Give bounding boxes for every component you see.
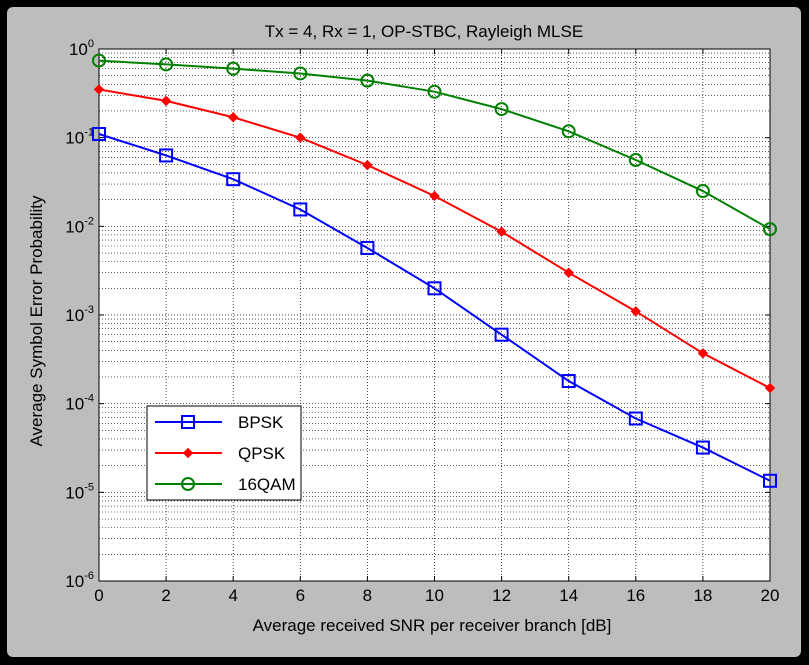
square-marker: [494, 327, 509, 342]
y-tick-label: 10-1: [65, 127, 94, 148]
series-16qam: [92, 53, 777, 237]
y-tick-exponent: -6: [84, 570, 94, 582]
diamond-marker: [362, 159, 373, 171]
circle-marker: [92, 53, 106, 68]
y-tick-exponent: 0: [88, 38, 94, 50]
y-tick-exponent: -2: [84, 215, 94, 227]
square-marker: [293, 202, 308, 217]
circle-marker: [181, 477, 195, 491]
circle-marker: [293, 66, 308, 81]
y-axis-label: Average Symbol Error Probability: [27, 195, 46, 447]
circle-marker: [494, 102, 509, 117]
y-tick-label: 10-3: [65, 304, 94, 325]
square-marker: [561, 374, 576, 389]
square-marker: [226, 172, 241, 187]
circle-marker: [763, 222, 777, 237]
square-marker: [92, 126, 106, 141]
y-tick-exponent: -3: [84, 304, 94, 316]
legend-label: 16QAM: [238, 475, 296, 494]
series-layer: [92, 53, 777, 488]
series-line: [98, 133, 771, 482]
x-tick-label: 10: [425, 586, 444, 605]
y-tick-base: 10: [65, 306, 84, 325]
x-ticks: 0 2 4 6 8 10 12 14 16 18 20: [94, 49, 779, 605]
series-line: [98, 59, 771, 230]
x-tick-label: 4: [228, 586, 237, 605]
y-tick-exponent: -4: [84, 393, 94, 405]
circle-marker: [159, 57, 174, 72]
x-tick-label: 6: [296, 586, 305, 605]
legend: BPSK QPSK 16QAM: [146, 405, 302, 501]
square-marker: [695, 440, 710, 455]
y-tick-exponent: -1: [84, 127, 94, 139]
diamond-marker: [295, 132, 306, 143]
circle-marker: [226, 61, 241, 76]
chart-title: Tx = 4, Rx = 1, OP-STBC, Rayleigh MLSE: [265, 22, 583, 41]
x-tick-label: 18: [693, 586, 712, 605]
x-tick-label: 0: [94, 586, 103, 605]
square-marker: [159, 148, 174, 163]
x-tick-label: 8: [363, 586, 372, 605]
y-tick-base: 10: [65, 572, 84, 591]
diamond-marker: [496, 226, 507, 237]
square-marker: [181, 415, 195, 429]
diamond-marker: [429, 190, 440, 202]
y-tick-label: 10-5: [65, 481, 94, 502]
legend-label: QPSK: [238, 444, 286, 463]
circle-marker: [628, 152, 643, 167]
x-axis-label: Average received SNR per receiver branch…: [253, 616, 612, 635]
diamond-marker: [697, 348, 709, 359]
y-tick-base: 10: [65, 217, 84, 236]
circle-marker: [427, 84, 442, 99]
circle-marker: [561, 124, 576, 139]
diamond-marker: [227, 112, 239, 123]
x-tick-label: 14: [559, 586, 578, 605]
y-tick-base: 10: [69, 40, 88, 59]
square-marker: [427, 281, 442, 296]
square-marker: [628, 411, 643, 426]
diamond-marker: [630, 306, 642, 317]
y-tick-label: 10-2: [65, 215, 94, 236]
y-tick-label: 10-6: [65, 570, 94, 591]
diamond-marker: [563, 267, 574, 278]
legend-label: BPSK: [238, 413, 284, 432]
y-tick-base: 10: [65, 395, 84, 414]
y-tick-label: 100: [69, 38, 94, 59]
square-marker: [763, 473, 777, 488]
y-tick-base: 10: [65, 483, 84, 502]
y-tick-base: 10: [65, 129, 84, 148]
x-tick-label: 20: [761, 586, 780, 605]
series-qpsk: [93, 84, 776, 394]
diamond-marker: [182, 447, 194, 459]
circle-marker: [695, 184, 710, 199]
square-marker: [360, 240, 375, 255]
x-tick-label: 2: [161, 586, 170, 605]
diamond-marker: [160, 95, 172, 107]
x-tick-label: 12: [492, 586, 511, 605]
diamond-marker: [764, 382, 776, 394]
series-bpsk: [92, 126, 777, 488]
diamond-marker: [93, 84, 105, 95]
y-tick-label: 10-4: [65, 393, 94, 414]
circle-marker: [360, 73, 375, 88]
x-tick-label: 16: [626, 586, 645, 605]
y-tick-exponent: -5: [84, 481, 94, 493]
